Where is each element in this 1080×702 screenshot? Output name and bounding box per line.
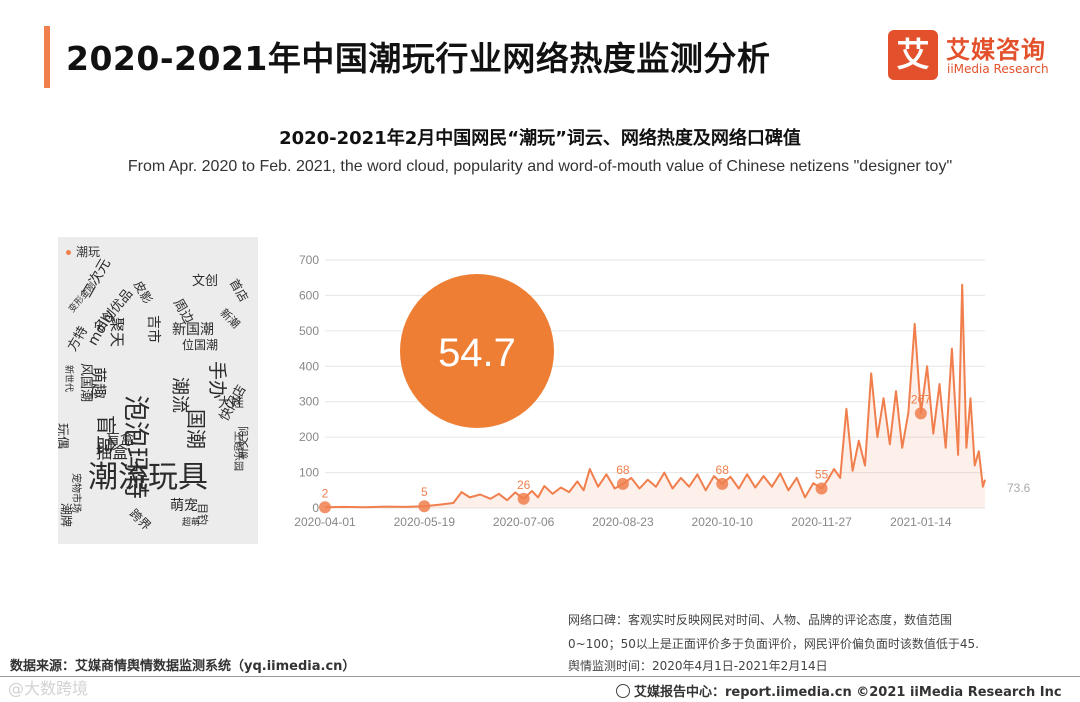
cloud-word: 皮影 [130, 278, 155, 307]
footer-credit: 艾媒报告中心：report.iimedia.cn ©2021 iiMedia R… [616, 681, 1062, 700]
x-tick-label: 2021-01-14 [890, 515, 952, 529]
data-marker [716, 477, 729, 490]
y-tick-label: 0 [312, 501, 319, 515]
data-marker [319, 501, 331, 514]
x-tick-label: 2020-07-06 [493, 515, 555, 529]
y-axis-ticks: 0 100 200 300 400 500 600 700 [299, 253, 319, 515]
cloud-word: 文创 [192, 274, 219, 289]
cloud-word: 聚天 [108, 317, 126, 348]
x-tick-label: 2020-04-01 [294, 515, 356, 529]
data-label: 55 [815, 468, 829, 482]
data-label: 2 [322, 486, 329, 500]
word-of-mouth-bubble [400, 274, 554, 428]
cloud-word: 潮流 [169, 377, 190, 413]
data-label: 68 [716, 463, 730, 477]
data-label: 5 [421, 485, 428, 499]
logo-name-cn: 艾媒咨询 [946, 36, 1046, 64]
globe-icon [616, 684, 630, 698]
chart-title-en: From Apr. 2020 to Feb. 2021, the word cl… [127, 158, 953, 175]
cloud-word: 盲盒 [106, 432, 134, 448]
data-label: 267 [911, 392, 931, 406]
y-tick-label: 100 [299, 466, 319, 480]
cloud-word: 新世代 [63, 365, 73, 393]
watermark: @大数跨境 [8, 679, 89, 698]
y-tick-label: 200 [299, 430, 319, 444]
cloud-word: 位国潮 [182, 338, 219, 352]
footnote-line: 舆情监测时间：2020年4月1日-2021年2月14日 [568, 659, 828, 673]
cloud-word: 玩偶 [58, 423, 69, 450]
y-tick-label: 400 [299, 359, 319, 373]
cloud-word: 方特 [65, 323, 92, 354]
cloud-word: 吉市 [145, 315, 161, 343]
cloud-word: 新国潮 [172, 322, 214, 338]
cloud-word: 萌宠 [170, 498, 198, 514]
y-tick-label: 700 [299, 253, 319, 267]
data-marker [418, 500, 431, 513]
cloud-word: 风国潮 [78, 363, 93, 403]
y-tick-label: 300 [299, 395, 319, 409]
iimedia-logo: 艾 艾媒咨询 iiMedia Research [888, 30, 1060, 82]
cloud-word: 潮流玩具 [88, 460, 208, 495]
word-cloud: 潮玩 潮流玩具 泡泡玛特 盲盒 国潮 手办 潮流 萌宠 文创 新国潮 二次元 大… [58, 237, 258, 544]
data-marker [517, 492, 530, 505]
x-tick-label: 2020-05-19 [394, 515, 456, 529]
footnote-line: 网络口碑：客观实时反映网民对时间、人物、品牌的评论态度，数值范围 [568, 613, 953, 627]
cloud-word: 新潮 [217, 306, 243, 332]
data-label: 68 [616, 463, 630, 477]
y-tick-label: 600 [299, 288, 319, 302]
cloud-word: 目钓 [196, 503, 209, 525]
x-tick-label: 2020-08-23 [592, 515, 654, 529]
page-title: 2020-2021年中国潮玩行业网络热度监测分析 [66, 39, 771, 78]
cloud-word: 国潮 [184, 409, 208, 449]
popularity-chart: 0 100 200 300 400 500 600 700 2020-04-01 2020-05… [294, 253, 1031, 529]
data-label: 26 [517, 478, 531, 492]
footnote-line: 0~100；50以上是正面评价多于负面评价，网民评价偏负面时该数值低于45. [568, 637, 979, 651]
cloud-word: 大娃 [218, 396, 245, 411]
x-tick-label: 2020-11-27 [791, 515, 852, 529]
word-cloud-legend: 潮玩 [66, 243, 100, 260]
x-axis-ticks: 2020-04-01 2020-05-19 2020-07-06 2020-08-23… [294, 515, 952, 529]
chart-title-cn: 2020-2021年2月中国网民“潮玩”词云、网络热度及网络口碑值 [279, 128, 801, 149]
footer-divider [0, 676, 1080, 677]
end-value-label: 73.6 [1007, 481, 1031, 495]
logo-name-en: iiMedia Research [947, 62, 1049, 76]
legend-dot-icon [66, 250, 71, 255]
cloud-word: 跨界 [126, 506, 154, 534]
cloud-word: 宠物市场 [70, 473, 81, 513]
series-area [325, 284, 985, 508]
word-of-mouth-value: 54.7 [438, 331, 516, 375]
series-markers: 2 5 26 68 68 55 267 [319, 392, 931, 514]
title-accent-bar [44, 26, 50, 88]
cloud-word: 抽盒 [96, 443, 129, 462]
cloud-word: 手办 [206, 361, 228, 400]
logo-icon: 艾 [888, 30, 938, 80]
data-marker [616, 477, 629, 490]
cloud-word: 超萌 [182, 518, 201, 528]
data-marker [815, 482, 828, 495]
cloud-word: 首店 [226, 276, 251, 305]
data-marker [914, 407, 927, 420]
y-tick-label: 500 [299, 324, 319, 338]
cloud-word: 王题乐园 [232, 431, 243, 471]
x-tick-label: 2020-10-10 [692, 515, 754, 529]
data-source: 数据来源：艾媒商情舆情数据监测系统（yq.iimedia.cn） [10, 659, 356, 674]
